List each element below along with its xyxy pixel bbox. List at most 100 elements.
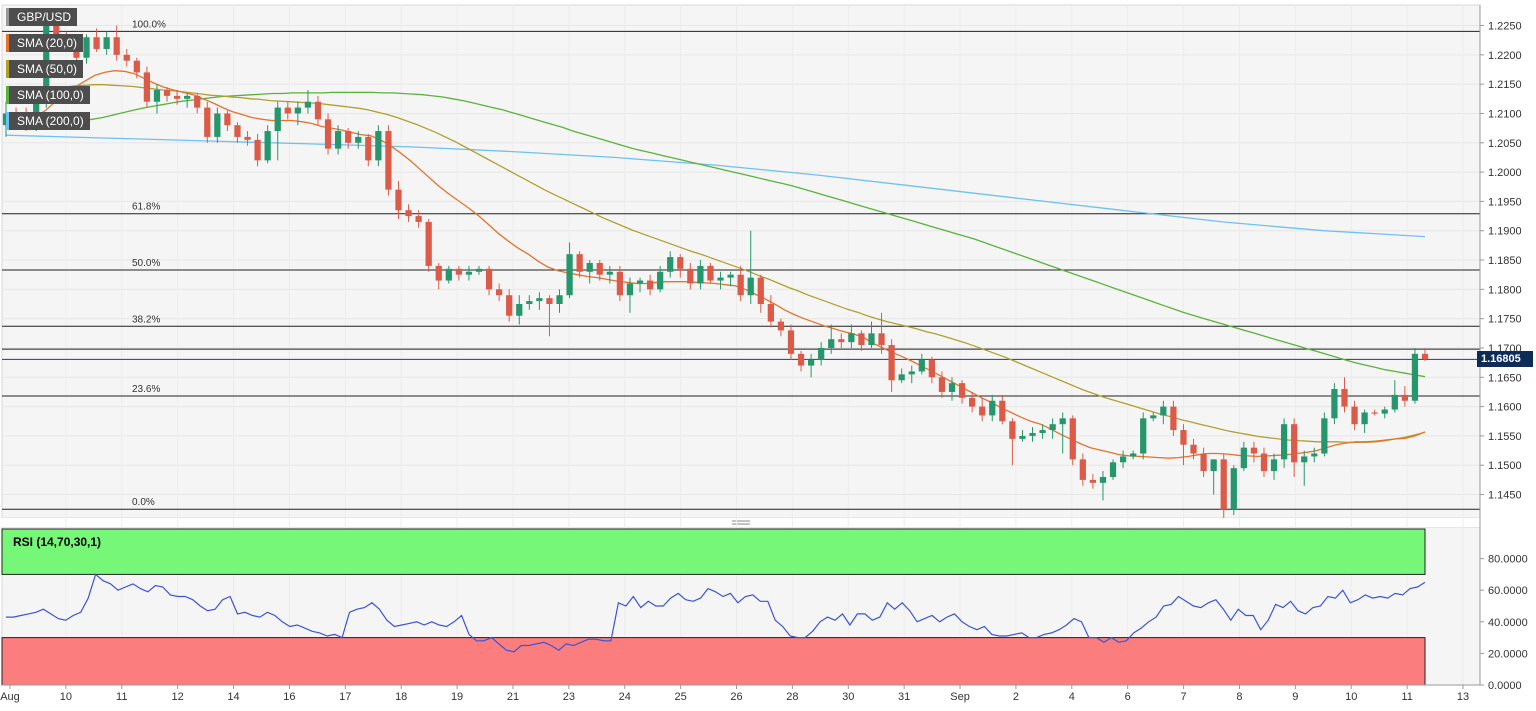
time-tick-label: 16 [283,691,295,703]
time-tick-label: 24 [619,691,631,703]
candle-body [546,298,553,305]
candle-body [717,277,724,281]
fib-label: 100.0% [132,19,166,30]
candle-body [566,254,573,296]
rsi-tick-label: 40.0000 [1488,617,1528,629]
candle-body [1160,406,1167,416]
legend-sma-50[interactable]: SMA (50,0) [6,60,84,78]
candle-body [1230,468,1237,510]
time-tick-label: 11 [116,691,127,703]
sma-lines [5,70,1426,459]
candle-body [878,333,885,346]
candle-body [868,333,875,346]
candle-body [1401,394,1408,401]
candle-body [777,321,785,331]
rsi-overbought-zone [1,528,1426,575]
candle-body [1381,409,1388,414]
candle-body [274,107,281,132]
legend-sma-200[interactable]: SMA (200,0) [6,112,90,130]
candle-body [747,277,754,296]
candle-body [928,359,935,378]
fib-label: 23.6% [132,384,160,395]
candle-body [898,374,905,381]
candle-body [1361,412,1368,425]
candle-body [1341,389,1348,407]
price-tick-label: 1.2050 [1488,138,1522,150]
candle-body [415,216,422,222]
time-tick-label: 25 [674,691,686,703]
candle-body [395,189,402,211]
axes: 1.2250 1.2200 1.2150 1.2100 1.2050 1.2000 1.19… [0,5,1528,703]
candle-body [1391,394,1398,410]
time-tick-label: Sep [950,691,970,703]
time-tick-label: 14 [227,691,239,703]
candle-body [1311,453,1318,457]
candle-body [1019,435,1026,439]
candle-body [888,345,895,381]
candle-body [1099,476,1107,483]
candle-body [184,95,191,99]
rsi-tick-label: 0.0000 [1488,680,1522,692]
candle-body [858,333,865,346]
candle-body [1200,453,1207,472]
rsi-panel [1,528,1426,686]
candle-body [616,271,624,296]
time-tick-label: Aug [0,691,20,703]
time-tick-label: 10 [60,691,72,703]
candle-body [1220,459,1227,510]
candle-body [93,37,100,49]
candle-body [1371,412,1378,414]
rsi-tick-label: 20.0000 [1488,648,1528,660]
time-tick-label: 19 [451,691,463,703]
time-tick-label: 28 [786,691,798,703]
candle-body [1140,418,1147,454]
candle-body [818,347,825,360]
fib-label: 61.8% [132,202,160,213]
candle-body [214,113,221,137]
candle-body [918,359,925,372]
rsi-label[interactable]: RSI (14,70,30,1) [13,535,102,549]
legend-symbol[interactable]: GBP/USD [6,8,78,26]
candle-body [496,289,503,296]
candle-body [657,271,664,290]
candle-body [1150,415,1157,419]
price-tick-label: 1.1650 [1488,372,1522,384]
candle-body [737,274,744,296]
candle-body [1291,424,1298,463]
candle-body [375,131,382,161]
legend-sma-100[interactable]: SMA (100,0) [6,86,90,104]
candle-body [1190,444,1197,454]
candle-body [576,254,583,272]
fibonacci-lines: 100.0% 61.8% 50.0% 38.2% 23.6% 0.0% [2,19,1480,510]
candle-body [133,60,140,73]
candle-body [636,280,644,284]
time-tick-label: 10 [1345,691,1357,703]
candle-body [586,262,593,272]
time-tick-label: 11 [1401,691,1412,703]
time-tick-label: 2 [1013,691,1019,703]
candle-body [1079,459,1086,480]
price-tick-label: 1.1800 [1488,284,1522,296]
candle-body [1119,456,1127,463]
grid [1,4,1481,686]
candle-body [1089,479,1097,483]
candle-body [264,131,271,161]
price-tick-label: 1.2200 [1488,50,1522,62]
rsi-line [6,573,1426,653]
candle-body [938,377,946,392]
candle-body [958,383,966,398]
candle-body [908,371,915,375]
legend-sma-20[interactable]: SMA (20,0) [6,34,84,52]
candle-body [687,268,694,284]
candle-body [234,125,241,137]
candle-body [173,95,181,99]
candle-body [204,107,211,137]
candle-body [244,136,251,140]
candle-body [1250,447,1258,454]
time-tick-label: 30 [842,691,854,703]
time-tick-label: 31 [898,691,910,703]
candle-body [948,383,956,392]
candle-body [1009,421,1016,439]
candle-body [83,37,90,58]
candle-body [153,90,161,102]
